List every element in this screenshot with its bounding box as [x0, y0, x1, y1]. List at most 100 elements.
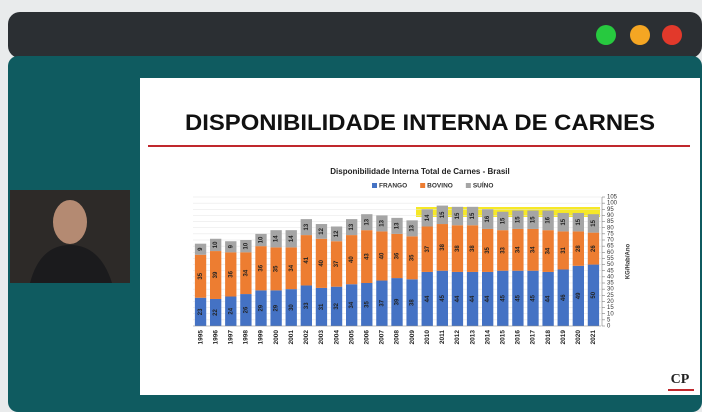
y-tick-label: 25 [607, 293, 614, 299]
value-label: 30 [289, 304, 295, 311]
value-label: 40 [379, 252, 385, 259]
value-label: 10 [213, 241, 219, 248]
value-label: 35 [364, 301, 370, 308]
y-tick-label: 45 [607, 268, 614, 274]
x-tick-label: 2011 [439, 330, 446, 344]
y-tick-label: 90 [607, 213, 614, 219]
value-label: 44 [470, 295, 476, 302]
value-label: 15 [561, 218, 567, 225]
value-label: 34 [515, 246, 521, 253]
logo: CP [671, 372, 690, 387]
value-label: 36 [395, 252, 401, 259]
slide-title: DISPONIBILIDADE INTERNA DE CARNES [185, 110, 655, 135]
y-axis-label: KG/Hab/Ano [626, 244, 632, 280]
x-tick-label: 1999 [258, 330, 265, 345]
x-tick-label: 2016 [515, 330, 522, 345]
y-tick-label: 75 [607, 231, 614, 237]
value-label: 37 [425, 245, 431, 252]
y-tick-label: 100 [607, 201, 618, 207]
value-label: 13 [304, 223, 310, 230]
value-label: 14 [274, 235, 280, 242]
legend-swatch [466, 183, 471, 188]
value-label: 34 [289, 264, 295, 271]
value-label: 15 [591, 219, 597, 226]
value-label: 10 [243, 242, 249, 249]
x-tick-label: 2019 [560, 330, 567, 345]
value-label: 13 [349, 223, 355, 230]
y-tick-label: 50 [607, 262, 614, 268]
x-tick-label: 1995 [197, 330, 204, 345]
value-label: 13 [379, 219, 385, 226]
legend-label: SUÍNO [473, 181, 494, 190]
webcam-face [53, 200, 87, 244]
y-tick-label: 20 [607, 299, 614, 305]
window-button[interactable] [596, 25, 616, 45]
page: DISPONIBILIDADE INTERNA DE CARNES Dispon… [0, 0, 702, 412]
value-label: 12 [334, 230, 340, 237]
value-label: 45 [500, 294, 506, 301]
x-tick-label: 2002 [303, 330, 310, 345]
value-label: 50 [591, 291, 597, 298]
legend-label: FRANGO [379, 183, 407, 190]
screen: DISPONIBILIDADE INTERNA DE CARNES Dispon… [0, 0, 702, 412]
value-label: 13 [410, 224, 416, 231]
y-tick-label: 40 [607, 274, 614, 280]
window-button[interactable] [630, 25, 650, 45]
x-tick-label: 2000 [273, 330, 280, 345]
y-tick-label: 10 [607, 311, 614, 317]
x-tick-label: 2001 [288, 330, 295, 345]
value-label: 38 [455, 245, 461, 252]
value-label: 45 [440, 294, 446, 301]
x-tick-label: 2007 [379, 330, 386, 345]
value-label: 34 [243, 269, 249, 276]
y-tick-label: 15 [607, 305, 614, 311]
value-label: 35 [410, 254, 416, 261]
value-label: 44 [425, 295, 431, 302]
value-label: 44 [485, 295, 491, 302]
legend-swatch [420, 183, 425, 188]
window-button[interactable] [662, 25, 682, 45]
value-label: 14 [289, 235, 295, 242]
value-label: 46 [561, 294, 567, 301]
value-label: 39 [213, 271, 219, 278]
value-label: 45 [531, 294, 537, 301]
value-label: 44 [546, 295, 552, 302]
value-label: 36 [259, 264, 265, 271]
value-label: 29 [259, 304, 265, 311]
value-label: 37 [379, 299, 385, 306]
x-tick-label: 2018 [545, 330, 552, 345]
value-label: 43 [364, 253, 370, 260]
value-label: 31 [561, 246, 567, 253]
value-label: 39 [395, 298, 401, 305]
value-label: 26 [591, 245, 597, 252]
value-label: 37 [334, 260, 340, 267]
value-label: 24 [228, 307, 234, 314]
y-tick-label: 30 [607, 287, 614, 293]
x-tick-label: 2014 [484, 330, 491, 345]
value-label: 12 [319, 227, 325, 234]
x-tick-label: 1996 [212, 330, 219, 345]
y-tick-label: 70 [607, 238, 614, 244]
value-label: 41 [304, 256, 310, 263]
value-label: 38 [410, 299, 416, 306]
value-label: 22 [213, 308, 219, 315]
value-label: 29 [274, 304, 280, 311]
value-label: 23 [198, 308, 204, 315]
x-tick-label: 2008 [394, 330, 401, 345]
value-label: 28 [576, 245, 582, 252]
value-label: 36 [228, 270, 234, 277]
y-tick-label: 55 [607, 256, 614, 262]
x-tick-label: 2005 [348, 330, 355, 345]
value-label: 38 [470, 245, 476, 252]
y-tick-label: 65 [607, 244, 614, 250]
value-label: 44 [455, 295, 461, 302]
value-label: 35 [274, 265, 280, 272]
chart-title: Disponibilidade Interna Total de Carnes … [330, 167, 509, 176]
value-label: 38 [440, 243, 446, 250]
value-label: 40 [319, 259, 325, 266]
value-label: 15 [500, 217, 506, 224]
x-tick-label: 2013 [469, 330, 476, 345]
x-tick-label: 2017 [530, 330, 537, 345]
value-label: 15 [455, 212, 461, 219]
legend-swatch [372, 183, 377, 188]
